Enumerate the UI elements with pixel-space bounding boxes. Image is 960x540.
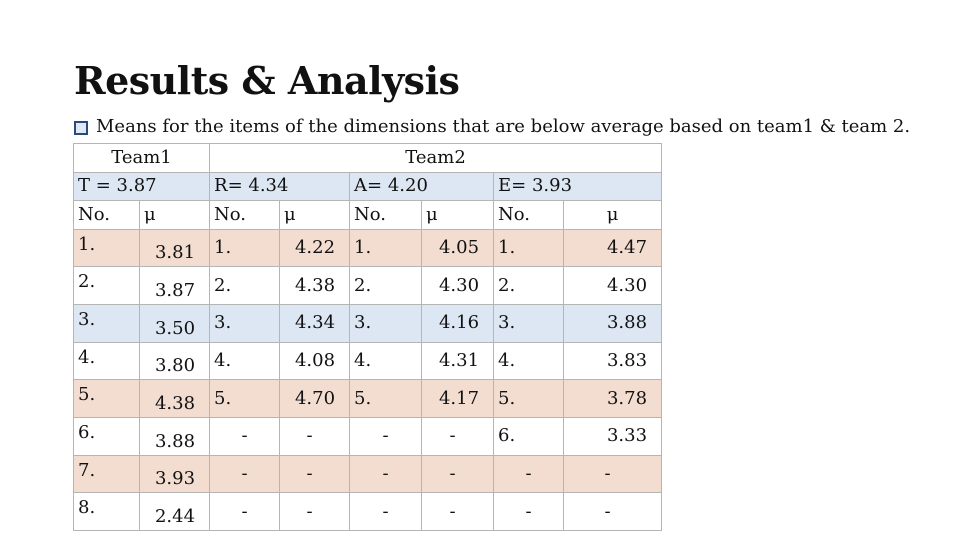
item-number-cell: 2. [209, 266, 281, 306]
item-number-cell: 4. [493, 341, 565, 381]
mean-value-cell: 4.31 [421, 341, 495, 381]
mean-value-cell: - [563, 454, 663, 494]
group-e: E= 3.93 [493, 171, 663, 202]
col-mu-r: μ [279, 200, 351, 230]
table-row: 4. 3.80 4. 4.08 4. 4.31 4. 3.83 [73, 341, 663, 381]
item-number-cell: 3. [73, 304, 140, 343]
mean-value-cell: - [279, 454, 351, 494]
mean-value-cell: 3.50 [138, 304, 211, 343]
team-header-row: Team1 Team2 [72, 143, 663, 173]
mean-value-cell: 3.33 [563, 417, 663, 456]
item-number-cell: 2. [73, 266, 140, 306]
column-header-row: No. μ No. μ No. μ No. μ [73, 200, 663, 230]
slide-title: Results & Analysis [74, 58, 460, 103]
mean-value-cell: 2.44 [138, 492, 211, 531]
mean-value-cell: 3.93 [138, 454, 211, 494]
checkbox-bullet-icon [74, 120, 88, 135]
mean-value-cell: 3.83 [563, 341, 663, 381]
mean-value-cell: 3.80 [138, 341, 211, 381]
col-mu-a: μ [421, 200, 495, 230]
mean-value-cell: 4.47 [563, 228, 663, 268]
group-a: A= 4.20 [349, 171, 495, 202]
item-number-cell: 4. [209, 341, 281, 381]
item-number-cell: 2. [493, 266, 565, 306]
item-number-cell: - [209, 492, 281, 531]
item-number-cell: 5. [349, 379, 423, 419]
item-number-cell: 8. [73, 492, 140, 531]
col-mu-t: μ [138, 200, 211, 230]
item-number-cell: - [349, 454, 423, 494]
group-t: T = 3.87 [72, 171, 211, 202]
mean-value-cell: 3.87 [138, 266, 211, 306]
table-row: 1. 3.81 1. 4.22 1. 4.05 1. 4.47 [73, 228, 663, 268]
item-number-cell: 3. [209, 304, 281, 343]
mean-value-cell: - [279, 492, 351, 531]
mean-value-cell: 4.22 [279, 228, 351, 268]
mean-value-cell: - [279, 417, 351, 456]
bullet-point: Means for the items of the dimensions th… [74, 116, 910, 137]
item-number-cell: 4. [73, 341, 140, 381]
col-no-a: No. [349, 200, 423, 230]
table-row: 3. 3.50 3. 4.34 3. 4.16 3. 3.88 [73, 304, 663, 343]
table-row: 6. 3.88- - - -6. 3.33 [73, 417, 663, 456]
item-number-cell: 2. [349, 266, 423, 306]
item-number-cell: 1. [349, 228, 423, 268]
item-number-cell: 1. [209, 228, 281, 268]
table-body: 1. 3.81 1. 4.22 1. 4.05 1. 4.47 2. 3.87 2. 4.38 2. 4.… [73, 228, 663, 531]
mean-value-cell: 4.05 [421, 228, 495, 268]
item-number-cell: 3. [493, 304, 565, 343]
mean-value-cell: 4.34 [279, 304, 351, 343]
table-row: 5. 4.38 5. 4.70 5. 4.17 5. 3.78 [73, 379, 663, 419]
col-mu-e: μ [563, 200, 663, 230]
mean-value-cell: 4.30 [563, 266, 663, 306]
mean-value-cell: 4.70 [279, 379, 351, 419]
group-r: R= 4.34 [209, 171, 351, 202]
bullet-text: Means for the items of the dimensions th… [96, 116, 911, 137]
mean-value-cell: 4.38 [138, 379, 211, 419]
mean-value-cell: 3.81 [138, 228, 211, 268]
mean-value-cell: - [421, 417, 495, 456]
item-number-cell: - [349, 417, 423, 456]
mean-value-cell: 4.38 [279, 266, 351, 306]
table-row: 8. 2.44- - - - - - [73, 492, 663, 531]
item-number-cell: - [493, 492, 565, 531]
col-no-e: No. [493, 200, 565, 230]
item-number-cell: 1. [73, 228, 140, 268]
mean-value-cell: - [421, 492, 495, 531]
col-no-r: No. [209, 200, 281, 230]
mean-value-cell: 4.16 [421, 304, 495, 343]
item-number-cell: 4. [349, 341, 423, 381]
group-row: T = 3.87 R= 4.34 A= 4.20 E= 3.93 [72, 171, 663, 202]
team1-header: Team1 [72, 143, 211, 173]
item-number-cell: 5. [493, 379, 565, 419]
item-number-cell: 5. [209, 379, 281, 419]
mean-value-cell: - [421, 454, 495, 494]
item-number-cell: - [349, 492, 423, 531]
item-number-cell: 6. [493, 417, 565, 456]
item-number-cell: - [493, 454, 565, 494]
mean-value-cell: 3.88 [563, 304, 663, 343]
mean-value-cell: 4.17 [421, 379, 495, 419]
mean-value-cell: 3.88 [138, 417, 211, 456]
mean-value-cell: 4.08 [279, 341, 351, 381]
table-row: 7. 3.93- - - - - - [73, 454, 663, 494]
means-table: Team1 Team2 T = 3.87 R= 4.34 A= 4.20 E= … [72, 143, 663, 531]
team2-header: Team2 [209, 143, 663, 173]
item-number-cell: 1. [493, 228, 565, 268]
item-number-cell: - [209, 417, 281, 456]
item-number-cell: 5. [73, 379, 140, 419]
mean-value-cell: - [563, 492, 663, 531]
mean-value-cell: 4.30 [421, 266, 495, 306]
mean-value-cell: 3.78 [563, 379, 663, 419]
table-row: 2. 3.87 2. 4.38 2. 4.30 2. 4.30 [73, 266, 663, 306]
item-number-cell: 3. [349, 304, 423, 343]
item-number-cell: - [209, 454, 281, 494]
col-no-t: No. [73, 200, 140, 230]
item-number-cell: 6. [73, 417, 140, 456]
item-number-cell: 7. [73, 454, 140, 494]
